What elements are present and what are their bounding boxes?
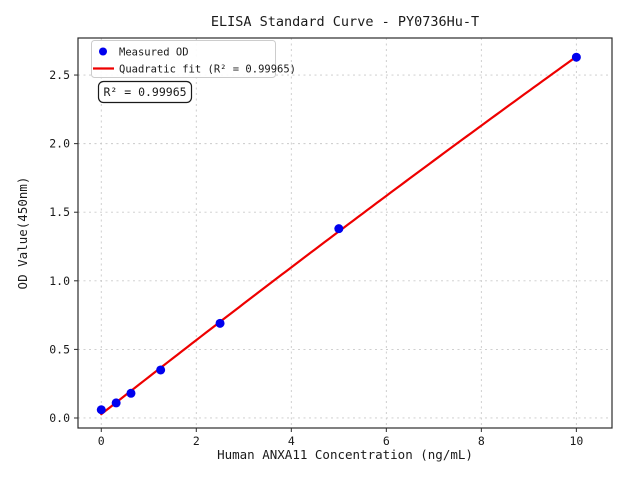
chart-title: ELISA Standard Curve - PY0736Hu-T: [211, 14, 479, 30]
y-tick-label: 0.5: [49, 342, 70, 356]
x-tick-label: 8: [478, 434, 485, 448]
y-tick-label: 2.0: [49, 137, 70, 151]
y-tick-label: 1.0: [49, 274, 70, 288]
y-tick-label: 1.5: [49, 205, 70, 219]
legend-marker-measured-od: [99, 47, 107, 56]
r-squared-annotation-box: [97, 80, 193, 104]
data-point: [111, 398, 121, 408]
data-point: [571, 52, 581, 62]
data-point: [126, 388, 136, 398]
plot-border: [77, 37, 613, 429]
legend: Measured OD Quadratic fit (R² = 0.99965): [91, 40, 296, 78]
r-squared-annotation: R² = 0.99965: [97, 80, 193, 104]
data-point: [215, 318, 225, 328]
x-axis-label: Human ANXA11 Concentration (ng/mL): [217, 447, 473, 462]
data-point: [334, 224, 344, 234]
x-tick-label: 4: [288, 434, 295, 448]
y-axis-label: OD Value(450nm): [15, 177, 30, 290]
x-tick-label: 10: [569, 434, 583, 448]
legend-label-measured-od: Measured OD: [119, 47, 189, 59]
data-point: [156, 365, 166, 375]
legend-label-quadratic-fit: Quadratic fit (R² = 0.99965): [119, 64, 296, 76]
r-squared-annotation-text: R² = 0.99965: [103, 85, 186, 99]
y-tick-label: 2.5: [49, 68, 70, 82]
x-tick-label: 6: [383, 434, 390, 448]
x-tick-label: 0: [98, 434, 105, 448]
x-tick-label: 2: [193, 434, 200, 448]
legend-box: [91, 40, 276, 78]
y-tick-label: 0.0: [49, 411, 70, 425]
data-point: [96, 405, 106, 415]
